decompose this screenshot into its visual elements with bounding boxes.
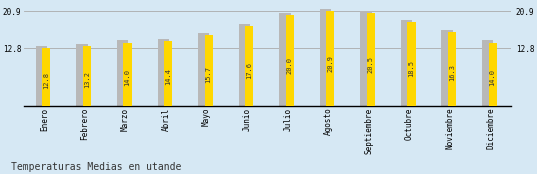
Text: 13.2: 13.2 [84, 71, 90, 88]
Bar [76, 44, 88, 106]
Text: Temperaturas Medias en utande: Temperaturas Medias en utande [11, 162, 181, 172]
Bar [205, 35, 213, 106]
Bar [157, 39, 169, 106]
Text: 20.0: 20.0 [287, 57, 293, 74]
Text: 17.6: 17.6 [246, 62, 252, 79]
Bar [36, 46, 47, 106]
Bar [198, 33, 209, 106]
Bar [286, 15, 294, 106]
Bar [164, 41, 172, 106]
Bar [42, 48, 50, 106]
Bar [448, 32, 456, 106]
Bar [279, 13, 291, 106]
Bar [360, 11, 372, 106]
Bar [489, 43, 497, 106]
Bar [245, 26, 253, 106]
Text: 14.4: 14.4 [165, 68, 171, 85]
Text: 18.5: 18.5 [409, 60, 415, 77]
Text: 20.9: 20.9 [328, 55, 333, 72]
Bar [326, 11, 335, 106]
Bar [367, 13, 375, 106]
Text: 14.0: 14.0 [490, 69, 496, 86]
Text: 12.8: 12.8 [43, 72, 49, 89]
Bar [401, 20, 412, 106]
Bar [117, 40, 128, 106]
Text: 14.0: 14.0 [125, 69, 130, 86]
Bar [124, 43, 132, 106]
Text: 20.5: 20.5 [368, 56, 374, 73]
Bar [238, 24, 250, 106]
Bar [83, 46, 91, 106]
Bar [441, 30, 453, 106]
Bar [320, 9, 331, 106]
Text: 16.3: 16.3 [449, 64, 455, 81]
Text: 15.7: 15.7 [206, 66, 212, 83]
Bar [408, 22, 416, 106]
Bar [482, 40, 494, 106]
